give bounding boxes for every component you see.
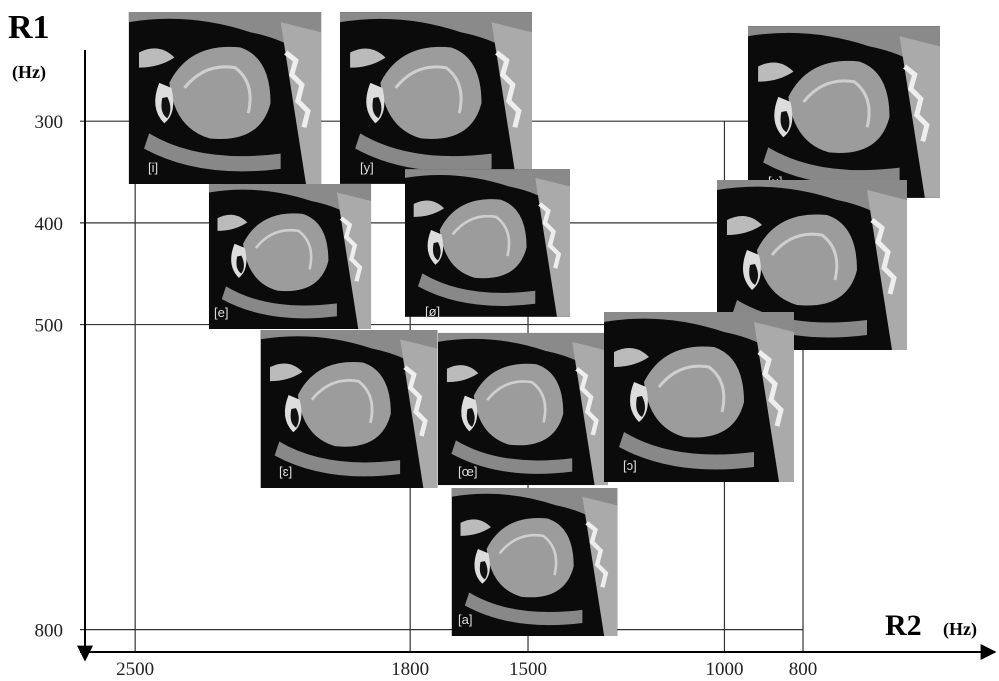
mri-image: [u] — [748, 26, 940, 198]
mri-picture — [405, 169, 570, 317]
x-tick-label: 1800 — [391, 659, 429, 680]
x-axis-label: R2 — [885, 609, 922, 642]
y-tick-label: 300 — [35, 112, 64, 133]
mri-image: [ɛ] — [261, 330, 438, 488]
mri-picture — [129, 12, 321, 184]
mri-picture — [748, 26, 940, 198]
mri-picture — [452, 488, 617, 636]
mri-image: [ø] — [405, 169, 570, 319]
images: [i][y][u][e][ø][o][ɛ][œ][ɔ][a] — [129, 12, 940, 636]
vowel-label: [i] — [148, 160, 158, 175]
mri-picture — [209, 184, 371, 329]
x-axis-unit: (Hz) — [943, 619, 977, 640]
vowel-label: [ɔ] — [623, 458, 637, 473]
y-tick-label: 800 — [35, 621, 64, 642]
y-axis-label: R1 — [8, 9, 50, 46]
mri-picture — [340, 12, 532, 184]
mri-image: [ɔ] — [604, 312, 794, 482]
x-tick-label: 1500 — [509, 659, 547, 680]
mri-image: [a] — [452, 488, 617, 636]
vowel-label: [y] — [360, 160, 374, 175]
vowel-label: [œ] — [458, 464, 478, 479]
mri-picture — [604, 312, 794, 482]
x-tick-label: 2500 — [116, 659, 154, 680]
mri-image: [i] — [129, 12, 321, 184]
mri-image: [e] — [209, 184, 371, 329]
y-axis-unit: (Hz) — [12, 62, 46, 83]
vowel-label: [e] — [214, 305, 228, 320]
y-tick-label: 500 — [35, 316, 64, 337]
mri-picture — [438, 333, 608, 485]
vowel-label: [ø] — [425, 304, 440, 319]
mri-image: [œ] — [438, 333, 608, 485]
vowel-label: [a] — [458, 612, 472, 627]
y-tick-label: 400 — [35, 214, 64, 235]
vowel-label: [ɛ] — [279, 464, 292, 479]
x-tick-label: 800 — [789, 659, 818, 680]
x-tick-label: 1000 — [705, 659, 743, 680]
mri-image: [y] — [340, 12, 532, 184]
